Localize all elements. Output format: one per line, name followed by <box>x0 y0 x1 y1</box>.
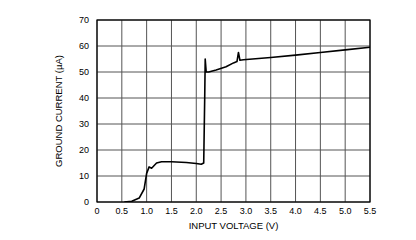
y-tick-label: 10 <box>79 171 89 181</box>
x-grid-line <box>345 20 346 202</box>
x-grid-line <box>221 20 222 202</box>
y-grid-line <box>97 176 370 177</box>
y-tick-label: 0 <box>84 197 89 207</box>
x-tick-label: 5.5 <box>364 206 377 216</box>
y-tick-label: 70 <box>79 15 89 25</box>
x-tick-label: 3.0 <box>240 206 253 216</box>
x-grid-line <box>171 20 172 202</box>
y-grid-line <box>97 46 370 47</box>
x-grid-line <box>121 20 122 202</box>
y-grid-line <box>97 124 370 125</box>
x-grid-line <box>270 20 271 202</box>
y-tick-label: 30 <box>79 119 89 129</box>
x-tick-label: 1.5 <box>165 206 178 216</box>
chart: 0 10 20 30 40 50 60 70 0 0.5 1.0 1.5 2.0 2.5 3.0 3.5 4.0… <box>0 0 416 240</box>
plot-area <box>124 47 370 202</box>
x-tick-label: 1.0 <box>140 206 153 216</box>
x-tick-label: 4.0 <box>289 206 302 216</box>
x-grid-line <box>196 20 197 202</box>
x-tick-label: 0.5 <box>116 206 129 216</box>
plot-frame <box>97 20 370 202</box>
x-tick-label: 4.5 <box>314 206 327 216</box>
x-grid-line <box>320 20 321 202</box>
y-tick-label: 20 <box>79 145 89 155</box>
x-tick-label: 2.0 <box>190 206 203 216</box>
data-line <box>124 47 370 202</box>
y-axis-title: GROUND CURRENT (µA) <box>53 55 64 167</box>
y-grid-line <box>97 72 370 73</box>
y-grid-line <box>97 150 370 151</box>
x-tick-label: 0 <box>94 206 99 216</box>
y-grid-line <box>97 98 370 99</box>
x-grid-line <box>295 20 296 202</box>
x-tick-label: 5.0 <box>339 206 352 216</box>
y-tick-label: 60 <box>79 41 89 51</box>
x-tick-label: 2.5 <box>215 206 228 216</box>
y-tick-label: 40 <box>79 93 89 103</box>
x-grid-line <box>245 20 246 202</box>
x-axis-title: INPUT VOLTAGE (V) <box>189 220 279 231</box>
x-tick-label: 3.5 <box>264 206 277 216</box>
y-tick-label: 50 <box>79 67 89 77</box>
